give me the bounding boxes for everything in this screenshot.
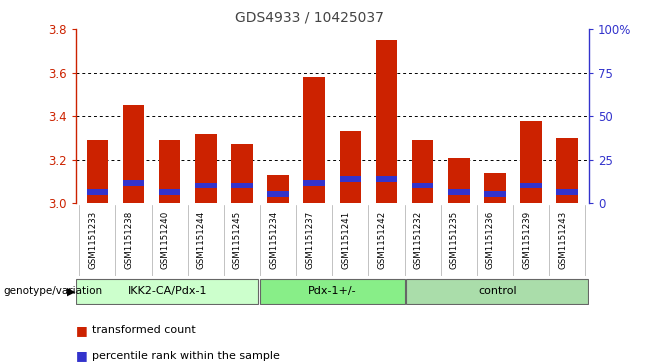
Bar [86,140,108,203]
Bar [412,183,434,188]
Text: GSM1151234: GSM1151234 [269,211,278,269]
Bar [122,180,144,186]
Bar [448,158,470,203]
Bar [484,173,506,203]
Bar [260,279,405,303]
Bar [484,191,506,197]
Bar [520,121,542,203]
Text: GSM1151241: GSM1151241 [342,211,350,269]
Bar [122,105,144,203]
Bar [376,40,397,203]
Text: GSM1151240: GSM1151240 [161,211,170,269]
Bar [303,180,325,186]
Text: control: control [478,286,517,296]
Bar [407,279,588,303]
Bar [376,176,397,182]
Bar [520,183,542,188]
Bar [557,189,578,195]
Text: ■: ■ [76,324,88,337]
Text: GSM1151243: GSM1151243 [558,211,567,269]
Bar [303,77,325,203]
Text: GSM1151233: GSM1151233 [88,211,97,269]
Text: GSM1151236: GSM1151236 [486,211,495,269]
Bar [231,183,253,188]
Bar [159,140,180,203]
Text: IKK2-CA/Pdx-1: IKK2-CA/Pdx-1 [128,286,207,296]
Text: Pdx-1+/-: Pdx-1+/- [308,286,357,296]
Bar [340,131,361,203]
Bar [267,191,289,197]
Bar [159,189,180,195]
Text: GSM1151232: GSM1151232 [414,211,422,269]
Text: percentile rank within the sample: percentile rank within the sample [92,351,280,361]
Bar [340,176,361,182]
Text: GSM1151242: GSM1151242 [378,211,386,269]
Bar [195,183,216,188]
Text: GSM1151238: GSM1151238 [124,211,134,269]
Bar [76,279,258,303]
Text: GSM1151244: GSM1151244 [197,211,206,269]
Text: transformed count: transformed count [92,325,196,335]
Bar [267,175,289,203]
Text: ■: ■ [76,349,88,362]
Bar [557,138,578,203]
Bar [231,144,253,203]
Text: GSM1151245: GSM1151245 [233,211,242,269]
Text: ▶: ▶ [67,286,75,296]
Text: GSM1151237: GSM1151237 [305,211,315,269]
Text: GDS4933 / 10425037: GDS4933 / 10425037 [235,11,384,25]
Bar [86,189,108,195]
Bar [195,134,216,203]
Text: genotype/variation: genotype/variation [3,286,103,296]
Text: GSM1151235: GSM1151235 [450,211,459,269]
Text: GSM1151239: GSM1151239 [522,211,531,269]
Bar [448,189,470,195]
Bar [412,140,434,203]
